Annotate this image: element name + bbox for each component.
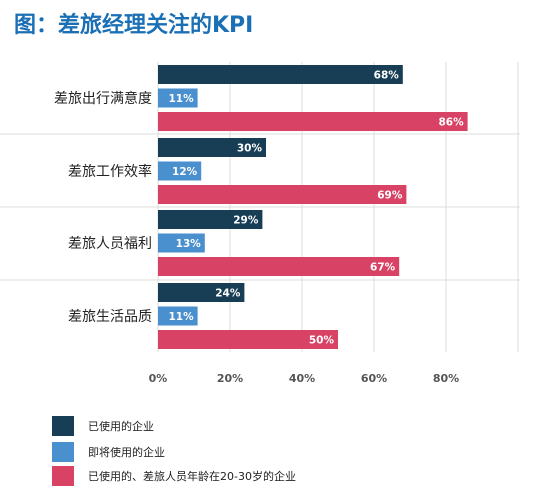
bar-0-series-2	[158, 112, 468, 131]
data-label-3-series-1: 11%	[168, 311, 194, 323]
bar-3-series-2	[158, 330, 338, 349]
bar-1-series-1	[158, 161, 202, 181]
data-label-2-series-0: 29%	[233, 215, 259, 227]
x-axis-ticks: 0% 20% 40% 60% 80%	[149, 372, 460, 385]
bar-3-series-0	[158, 283, 245, 302]
category-label-1: 差旅工作效率	[68, 163, 152, 180]
tick-label-20: 20%	[217, 372, 243, 385]
bar-0-series-0	[158, 65, 403, 84]
category-label-2: 差旅人员福利	[68, 236, 152, 252]
tick-label-0: 0%	[149, 372, 168, 385]
category-label-0: 差旅出行满意度	[54, 90, 152, 107]
data-label-1-series-1: 12%	[172, 166, 198, 178]
legend-swatch-1	[52, 442, 74, 462]
bar-2-series-0	[158, 210, 263, 229]
data-label-3-series-0: 24%	[215, 288, 241, 300]
bar-0-series-1	[158, 88, 198, 108]
legend-label-1: 即将使用的企业	[88, 445, 165, 459]
chart-title: 图：差旅经理关注的KPI	[14, 12, 253, 38]
grid-lines	[0, 62, 520, 352]
data-label-2-series-1: 13%	[176, 238, 202, 250]
data-label-0-series-0: 68%	[374, 70, 400, 82]
tick-label-60: 60%	[361, 372, 387, 385]
legend-swatch-2	[52, 466, 74, 486]
legend-label-2: 已使用的、差旅人员年龄在20-30岁的企业	[88, 469, 296, 483]
data-label-0-series-2: 86%	[438, 117, 464, 129]
bars: 68% 11% 86% 30% 12% 69% 29% 13% 67% 24% 11% 50%	[158, 65, 468, 349]
bar-3-series-1	[158, 306, 198, 326]
bar-1-series-0	[158, 138, 266, 157]
bar-1-series-2	[158, 185, 407, 204]
data-label-2-series-2: 67%	[370, 262, 396, 274]
data-label-0-series-1: 11%	[168, 93, 194, 105]
tick-label-40: 40%	[289, 372, 315, 385]
data-label-3-series-2: 50%	[309, 335, 335, 347]
data-label-1-series-0: 30%	[237, 143, 263, 155]
bar-2-series-1	[158, 233, 205, 253]
bar-2-series-2	[158, 257, 400, 276]
legend-swatch-0	[52, 416, 74, 436]
tick-label-80: 80%	[433, 372, 459, 385]
data-label-1-series-2: 69%	[377, 190, 403, 202]
legend-label-0: 已使用的企业	[88, 419, 154, 433]
category-label-3: 差旅生活品质	[68, 309, 152, 325]
